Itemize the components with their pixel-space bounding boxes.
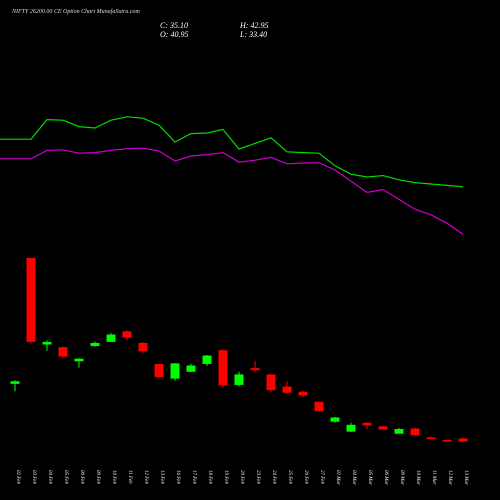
x-tick-label: 06 Feb — [79, 470, 84, 485]
candle-body — [10, 381, 20, 384]
candle — [314, 401, 324, 412]
indicator-lines — [0, 116, 464, 235]
candle-body — [58, 347, 68, 357]
candle — [138, 341, 148, 354]
x-tick-label: 26 Feb — [303, 470, 308, 485]
candle-body — [250, 368, 260, 371]
candle — [458, 437, 468, 443]
candle-body — [218, 350, 228, 386]
high-value: H: 42.95 — [240, 21, 269, 30]
candle — [346, 422, 356, 433]
candle-body — [298, 391, 308, 396]
indicator-line-green — [0, 116, 464, 188]
x-tick-label: 02 Mar — [335, 470, 340, 485]
candle — [250, 360, 260, 373]
candle — [106, 332, 116, 342]
chart-title: NIFTY 26200.00 CE Option Chart MunafaSut… — [12, 9, 140, 15]
x-axis-labels: 02 Feb 03 Feb 04 Feb 05 Feb 06 Feb 09 Feb 10 F… — [15, 470, 468, 485]
candle-body — [314, 401, 324, 412]
candle-body — [378, 426, 388, 430]
x-tick-label: 24 Feb — [271, 470, 276, 485]
x-tick-label: 03 Feb — [31, 470, 36, 485]
candle-body — [122, 331, 132, 338]
close-value: C: 35.10 — [160, 21, 188, 30]
x-tick-label: 12 Mar — [447, 470, 452, 485]
low-value: L: 33.40 — [240, 30, 268, 39]
x-tick-label: 23 Feb — [255, 470, 260, 485]
indicator-line-magenta — [0, 147, 464, 235]
candle-body — [106, 334, 116, 342]
candle-body — [362, 422, 372, 426]
candle — [74, 358, 84, 368]
x-tick-label: 20 Feb — [239, 470, 244, 485]
x-tick-label: 16 Feb — [175, 470, 180, 485]
x-tick-label: 12 Feb — [143, 470, 148, 485]
x-tick-label: 25 Feb — [287, 470, 292, 485]
x-tick-label: 06 Mar — [383, 470, 388, 485]
candle — [154, 363, 164, 378]
candle-body — [346, 424, 356, 432]
candle-body — [394, 429, 404, 434]
candle-body — [282, 386, 292, 393]
candle-body — [138, 342, 148, 352]
candle-body — [330, 417, 340, 422]
candle — [90, 341, 100, 347]
candle — [442, 439, 452, 442]
candle-body — [426, 437, 436, 439]
candle — [42, 340, 52, 351]
candle-body — [202, 355, 212, 364]
x-tick-label: 27 Feb — [319, 470, 324, 485]
candle-body — [410, 428, 420, 436]
x-tick-label: 13 Feb — [159, 470, 164, 485]
candle — [170, 362, 180, 381]
candle — [394, 427, 404, 434]
candle-body — [266, 374, 276, 391]
candle-body — [170, 363, 180, 379]
candle-body — [458, 438, 468, 442]
candle-body — [74, 358, 84, 362]
candle-body — [442, 440, 452, 442]
candle — [58, 346, 68, 359]
x-tick-label: 09 Mar — [399, 470, 404, 485]
candle — [10, 380, 20, 392]
candle — [330, 416, 340, 423]
x-tick-label: 02 Feb — [15, 470, 20, 485]
candle — [202, 355, 212, 367]
x-tick-label: 09 Feb — [95, 470, 100, 485]
x-tick-label: 17 Feb — [191, 470, 196, 485]
x-tick-label: 18 Feb — [207, 470, 212, 485]
x-tick-label: 10 Mar — [415, 470, 420, 485]
candle — [362, 422, 372, 430]
candle — [282, 381, 292, 394]
x-tick-label: 04 Mar — [351, 470, 356, 485]
candle — [186, 363, 196, 372]
x-tick-label: 11 Feb — [127, 470, 132, 484]
open-value: O: 40.95 — [160, 30, 189, 39]
candle-body — [186, 365, 196, 372]
candle — [218, 349, 228, 388]
candle — [426, 436, 436, 440]
candle-body — [234, 374, 244, 385]
x-tick-label: 04 Feb — [47, 470, 52, 485]
candle-body — [154, 363, 164, 378]
candle — [234, 371, 244, 387]
candle — [122, 330, 132, 341]
candle — [410, 427, 420, 436]
x-tick-label: 05 Mar — [367, 470, 372, 485]
x-tick-label: 11 Mar — [431, 470, 436, 485]
x-tick-label: 05 Feb — [63, 470, 68, 485]
candle-body — [90, 342, 100, 347]
candle-body — [42, 341, 52, 345]
x-tick-label: 10 Feb — [111, 470, 116, 485]
candles — [10, 257, 468, 443]
x-tick-label: 19 Feb — [223, 470, 228, 485]
x-tick-label: 13 Mar — [463, 470, 468, 485]
candle-body — [26, 257, 36, 342]
candle — [26, 257, 36, 344]
candle — [266, 374, 276, 393]
candle — [378, 425, 388, 430]
candle — [298, 390, 308, 397]
